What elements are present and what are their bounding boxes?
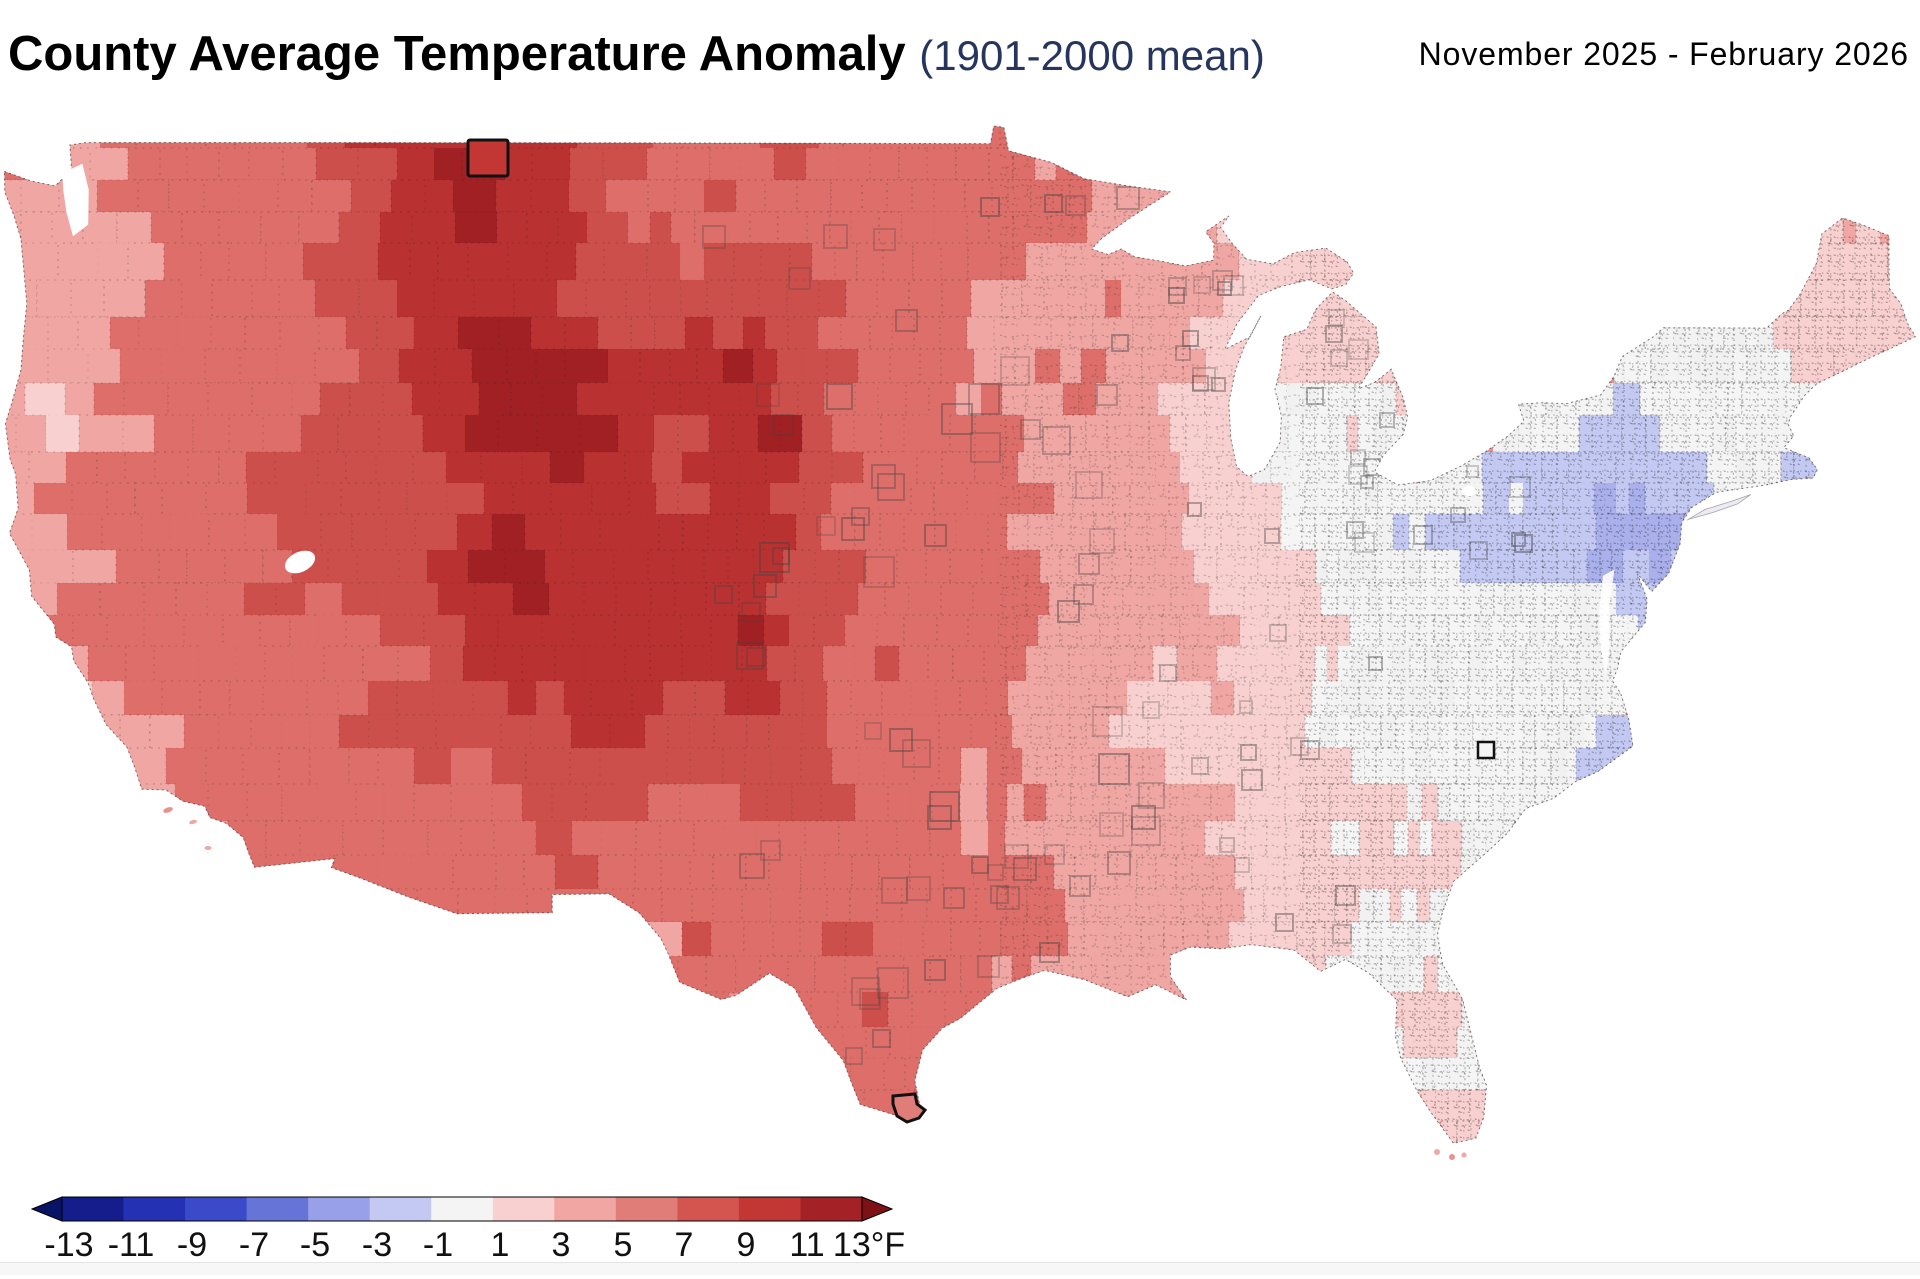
svg-text:1: 1	[491, 1226, 510, 1264]
svg-text:3: 3	[552, 1226, 571, 1264]
svg-text:-1: -1	[423, 1226, 453, 1264]
svg-text:5: 5	[614, 1226, 633, 1264]
svg-text:-7: -7	[239, 1226, 269, 1264]
svg-text:-5: -5	[300, 1226, 330, 1264]
svg-text:11: 11	[789, 1226, 824, 1264]
svg-text:-13: -13	[44, 1226, 93, 1264]
svg-text:-9: -9	[177, 1226, 207, 1264]
svg-text:-11: -11	[108, 1226, 155, 1264]
svg-text:9: 9	[737, 1226, 756, 1264]
svg-text:7: 7	[675, 1226, 694, 1264]
svg-text:13°F: 13°F	[833, 1226, 905, 1264]
svg-text:-3: -3	[362, 1226, 392, 1264]
